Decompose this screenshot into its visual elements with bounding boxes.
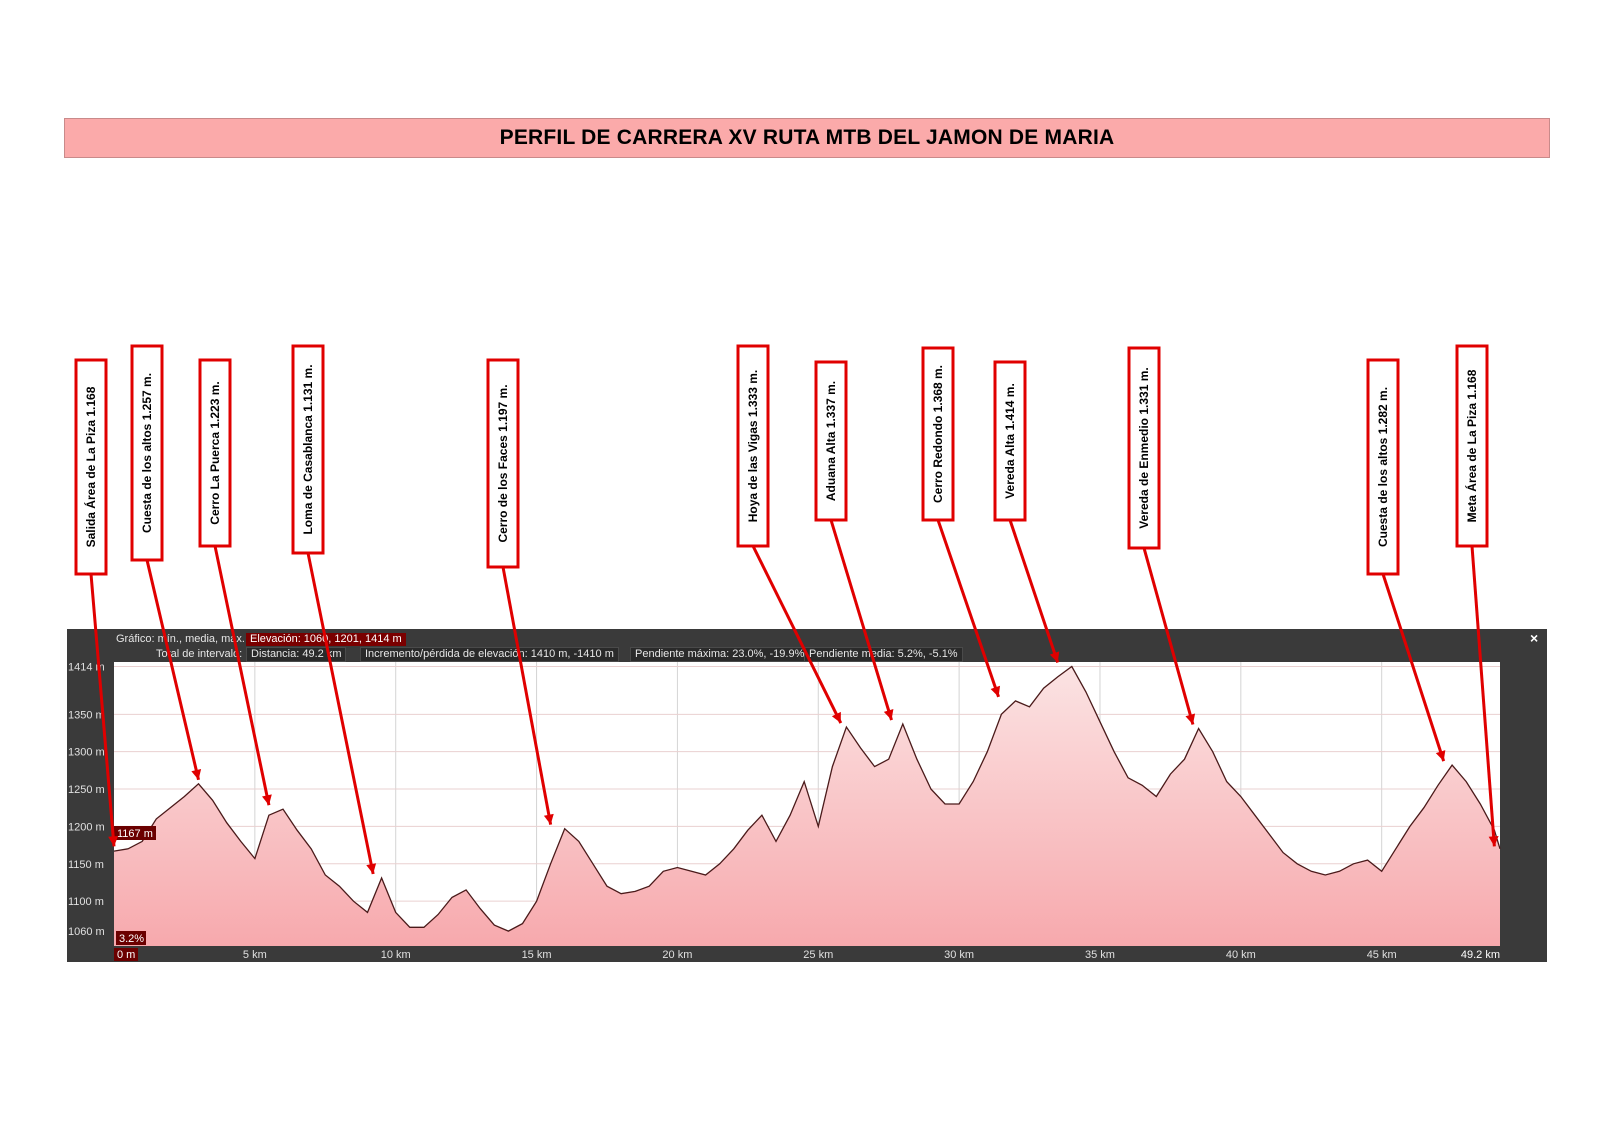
- annotation-arrow: [501, 566, 553, 825]
- y-tick-label: 1250 m: [68, 784, 105, 796]
- x-tick-label: 35 km: [1085, 949, 1115, 961]
- y-tick-label: 1150 m: [68, 859, 104, 871]
- annotation-arrowhead: [543, 813, 554, 825]
- annotation-arrow: [145, 559, 200, 781]
- y-tick-label: 1200 m: [68, 821, 105, 833]
- y-tick-label: 1300 m: [68, 747, 105, 759]
- annotation-box: [198, 358, 232, 548]
- annotation-arrow: [306, 552, 375, 875]
- x-tick-label: 45 km: [1367, 949, 1397, 961]
- x-tick-label: 30 km: [944, 949, 974, 961]
- annotation-box: [486, 358, 520, 569]
- close-icon[interactable]: ×: [1530, 630, 1539, 646]
- annotation-arrowhead: [366, 863, 377, 874]
- annotation-label: Cuesta de los altos 1.282 m.: [1376, 387, 1390, 547]
- stat-distance: Distancia: 49.2 km: [246, 647, 347, 662]
- slope-badge: 3.2%: [119, 933, 144, 945]
- x-axis: 5 km 10 km 15 km 20 km 25 km 30 km 35 km 40 km 4…: [243, 949, 1397, 961]
- x-tick-label: 25 km: [803, 949, 833, 961]
- title-bar: PERFIL DE CARRERA XV RUTA MTB DEL JAMON …: [64, 118, 1550, 158]
- annotation-arrow: [936, 519, 1000, 698]
- annotation-label: Loma de Casablanca 1.131 m.: [301, 364, 315, 534]
- annotation-arrowhead: [990, 685, 1001, 697]
- slope-badge-bg: [116, 931, 146, 945]
- annotation-box: [993, 360, 1027, 522]
- annotation: Vereda Alta 1.414 m.: [993, 360, 1060, 663]
- stat-total-label: Total de intervalo:: [156, 648, 243, 660]
- x-tick-label: 15 km: [522, 949, 552, 961]
- annotations: Salida Área de La Piza 1.168 Cuesta de lo…: [74, 344, 1499, 875]
- stat-max-slope: Pendiente máxima: 23.0%, -19.9%: [630, 647, 810, 662]
- start-elev-badge: 1167 m: [117, 828, 153, 840]
- annotation-box: [74, 358, 108, 576]
- x-tick-label: 10 km: [381, 949, 411, 961]
- annotation-label: Cerro La Puerca 1.223 m.: [208, 381, 222, 524]
- stat-gain-loss: Incremento/pérdida de elevación: 1410 m,…: [360, 647, 619, 662]
- annotation-arrow: [1142, 547, 1195, 725]
- y-tick-label: 1100 m: [68, 896, 104, 908]
- annotation-arrowhead: [1049, 651, 1060, 663]
- annotation: Cuesta de los altos 1.257 m.: [130, 344, 202, 781]
- annotation-box: [1455, 344, 1489, 548]
- annotation: Cuesta de los altos 1.282 m.: [1366, 358, 1446, 762]
- x-tick-label: 20 km: [662, 949, 692, 961]
- x-tick-label: 5 km: [243, 949, 267, 961]
- start-dist-badge-bg: [114, 948, 138, 961]
- x-tick-label: 40 km: [1226, 949, 1256, 961]
- page-title: PERFIL DE CARRERA XV RUTA MTB DEL JAMON …: [499, 126, 1115, 149]
- annotation: Cerro de los Faces 1.197 m.: [486, 358, 554, 825]
- annotation: Aduana Alta 1.337 m.: [814, 360, 894, 721]
- elevation-line: [113, 665, 1501, 932]
- annotation: Cerro Redondo 1.368 m.: [921, 346, 1001, 698]
- annotation-arrow: [89, 573, 116, 847]
- y-tick-label: 1414 m: [68, 661, 105, 673]
- end-dist-label: 49.2 km: [1461, 949, 1500, 961]
- annotation-label: Cerro de los Faces 1.197 m.: [496, 384, 510, 542]
- annotation-label: Meta Área de La Piza 1.168: [1464, 369, 1479, 522]
- badges: 1167 m 3.2% 0 m 49.2 km: [114, 826, 1500, 961]
- annotation-arrowhead: [1435, 750, 1446, 762]
- annotation: Cerro La Puerca 1.223 m.: [198, 358, 272, 806]
- annotation-arrow: [829, 519, 893, 721]
- annotation-label: Vereda Alta 1.414 m.: [1003, 383, 1017, 499]
- annotation-arrow: [1470, 545, 1496, 847]
- annotation-arrow: [1008, 519, 1060, 663]
- annotation-arrowhead: [831, 711, 841, 724]
- y-axis: 1414 m 1350 m 1300 m 1250 m 1200 m 1150 m 1100…: [68, 661, 105, 938]
- annotation-arrow: [213, 545, 271, 806]
- annotation: Meta Área de La Piza 1.168: [1455, 344, 1499, 847]
- annotation-arrowhead: [1185, 713, 1196, 725]
- annotation-label: Cuesta de los altos 1.257 m.: [140, 373, 154, 533]
- annotation-label: Hoya de las Vigas 1.333 m.: [746, 370, 760, 523]
- annotation-arrowhead: [262, 794, 272, 806]
- elevation-area: [114, 666, 1500, 946]
- start-elev-badge-bg: [114, 826, 156, 840]
- annotation-box: [1127, 346, 1161, 550]
- annotation-label: Cerro Redondo 1.368 m.: [931, 365, 945, 503]
- start-dist-badge: 0 m: [117, 949, 135, 961]
- annotation-arrowhead: [883, 709, 894, 721]
- stat-avg-slope: Pendiente media: 5.2%, -5.1%: [804, 647, 963, 662]
- annotation: Loma de Casablanca 1.131 m.: [291, 344, 377, 875]
- annotation: Hoya de las Vigas 1.333 m.: [736, 344, 843, 724]
- annotation-box: [291, 344, 325, 555]
- annotation-arrow: [1381, 573, 1446, 762]
- annotation-arrowhead: [1488, 835, 1499, 847]
- annotation-label: Vereda de Enmedio 1.331 m.: [1137, 367, 1151, 528]
- y-tick-label: 1060 m: [68, 926, 105, 938]
- annotation-arrowhead: [191, 768, 202, 780]
- annotation-label: Aduana Alta 1.337 m.: [824, 381, 838, 501]
- y-tick-label: 1350 m: [68, 709, 105, 721]
- stat-chart-label: Gráfico: mín., media, máx.: [116, 633, 245, 645]
- annotation-arrow: [751, 545, 843, 724]
- annotation: Salida Área de La Piza 1.168: [74, 358, 119, 847]
- annotation-label: Salida Área de La Piza 1.168: [83, 386, 98, 547]
- annotation-arrowhead: [108, 835, 119, 847]
- annotation: Vereda de Enmedio 1.331 m.: [1127, 346, 1196, 725]
